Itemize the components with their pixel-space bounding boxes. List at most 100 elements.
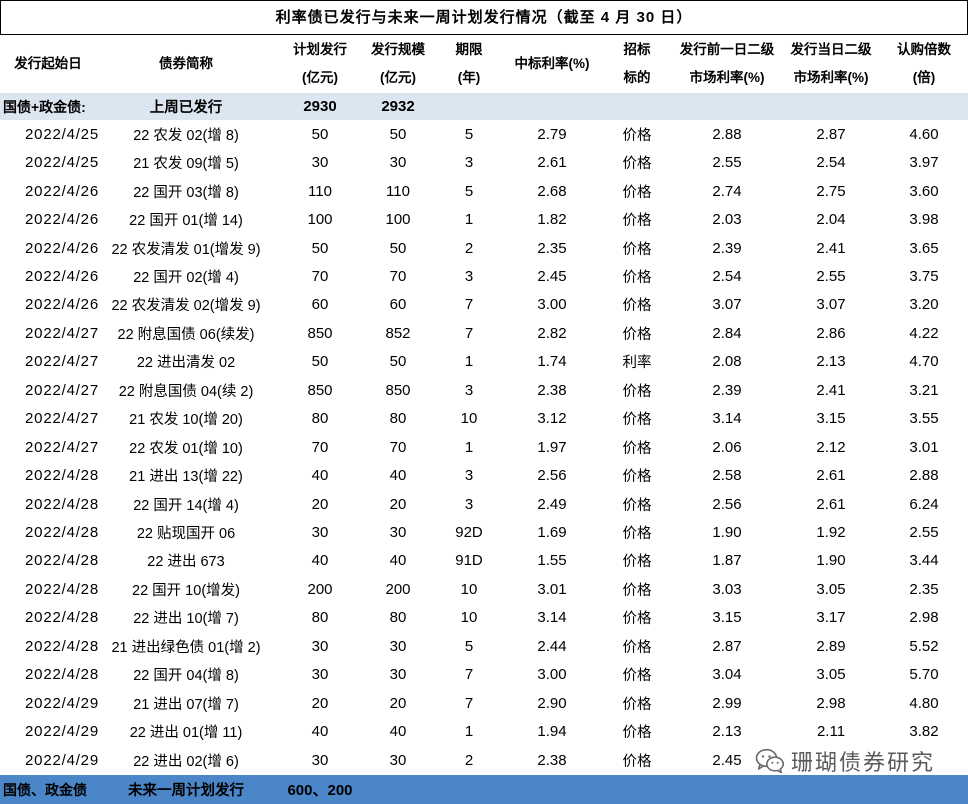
planned-amount-cell: 30 bbox=[311, 524, 329, 542]
prev-day-rate-cell: 3.03 bbox=[712, 580, 742, 598]
subscription-multiple-cell: 3.98 bbox=[909, 211, 939, 229]
bond-name-cell: 21 农发 10(增 20) bbox=[129, 412, 243, 429]
issue-day-rate-cell: 2.41 bbox=[816, 381, 846, 399]
term-cell: 1 bbox=[464, 438, 474, 456]
subscription-multiple-cell: 4.60 bbox=[909, 125, 939, 143]
header-planned-amount: 计划发行 (亿元) bbox=[280, 35, 360, 93]
winning-rate-cell: 1.97 bbox=[537, 438, 567, 456]
header-line: 中标利率(%) bbox=[514, 56, 590, 71]
winning-rate-cell: 2.35 bbox=[537, 239, 567, 257]
bid-target-cell: 价格 bbox=[622, 582, 652, 599]
prev-day-rate-cell: 3.15 bbox=[712, 609, 742, 627]
planned-amount-cell: 30 bbox=[311, 637, 329, 655]
issue-day-rate-cell: 2.04 bbox=[816, 211, 846, 229]
term-cell: 2 bbox=[464, 751, 474, 769]
planned-amount-cell: 60 bbox=[311, 296, 329, 314]
prev-day-rate-cell: 2.55 bbox=[712, 154, 742, 172]
winning-rate-cell: 3.01 bbox=[537, 580, 567, 598]
prev-day-rate-cell: 2.54 bbox=[712, 267, 742, 285]
prev-day-rate-cell: 2.08 bbox=[712, 353, 742, 371]
section-description: 上周已发行 bbox=[149, 100, 223, 116]
table-row: 2022/4/27 22 附息国债 06(续发) 850 852 7 2.82 价格 2.84… bbox=[0, 319, 968, 347]
issued-amount-cell: 50 bbox=[389, 239, 407, 257]
bond-name-cell: 22 进出 10(增 7) bbox=[133, 611, 239, 628]
subscription-multiple-cell: 6.24 bbox=[909, 495, 939, 513]
header-line: (亿元) bbox=[380, 70, 416, 85]
subscription-multiple-cell: 2.88 bbox=[909, 467, 939, 485]
bond-name-cell: 22 农发清发 01(增发 9) bbox=[111, 241, 261, 258]
term-cell: 3 bbox=[464, 381, 474, 399]
planned-amount-cell: 30 bbox=[311, 154, 329, 172]
section-row-last-week: 国债+政金债: 上周已发行 2930 2932 bbox=[0, 93, 968, 120]
footer-label: 国债、政金债 bbox=[3, 781, 87, 798]
header-line: 市场利率(%) bbox=[689, 70, 765, 85]
header-line: 认购倍数 bbox=[897, 42, 951, 57]
issued-amount-cell: 60 bbox=[389, 296, 407, 314]
bid-target-cell: 价格 bbox=[622, 383, 652, 400]
date-cell: 2022/4/28 bbox=[25, 552, 99, 570]
winning-rate-cell: 1.74 bbox=[537, 353, 567, 371]
winning-rate-cell: 2.38 bbox=[537, 381, 567, 399]
section-planned-total: 2930 bbox=[303, 98, 337, 115]
subscription-multiple-cell: 3.55 bbox=[909, 410, 939, 428]
bid-target-cell: 价格 bbox=[622, 497, 652, 514]
term-cell: 10 bbox=[460, 410, 478, 428]
date-cell: 2022/4/28 bbox=[25, 637, 99, 655]
winning-rate-cell: 3.14 bbox=[537, 609, 567, 627]
table-row: 2022/4/26 22 国开 01(增 14) 100 100 1 1.82 价格 2.03… bbox=[0, 205, 968, 233]
bond-name-cell: 22 国开 01(增 14) bbox=[129, 213, 243, 230]
prev-day-rate-cell: 2.74 bbox=[712, 182, 742, 200]
issue-day-rate-cell: 2.98 bbox=[816, 694, 846, 712]
prev-day-rate-cell: 3.07 bbox=[712, 296, 742, 314]
winning-rate-cell: 2.38 bbox=[537, 751, 567, 769]
header-winning-rate: 中标利率(%) bbox=[502, 35, 602, 93]
term-cell: 92D bbox=[455, 524, 483, 542]
bid-target-cell: 价格 bbox=[622, 753, 652, 770]
winning-rate-cell: 1.55 bbox=[537, 552, 567, 570]
prev-day-rate-cell: 2.03 bbox=[712, 211, 742, 229]
table-row: 2022/4/27 21 农发 10(增 20) 80 80 10 3.12 价格 3.14 3… bbox=[0, 405, 968, 433]
bond-name-cell: 22 国开 02(增 4) bbox=[133, 269, 239, 286]
bond-name-cell: 22 贴现国开 06 bbox=[136, 526, 236, 543]
term-cell: 3 bbox=[464, 495, 474, 513]
bid-target-cell: 价格 bbox=[622, 213, 652, 230]
date-cell: 2022/4/29 bbox=[25, 694, 99, 712]
date-cell: 2022/4/29 bbox=[25, 723, 99, 741]
table-row: 2022/4/25 22 农发 02(增 8) 50 50 5 2.79 价格 2.88 2.8… bbox=[0, 120, 968, 148]
bond-name-cell: 22 进出 01(增 11) bbox=[129, 725, 243, 742]
bond-name-cell: 22 农发 02(增 8) bbox=[133, 127, 239, 144]
winning-rate-cell: 1.69 bbox=[537, 524, 567, 542]
date-cell: 2022/4/28 bbox=[25, 609, 99, 627]
date-cell: 2022/4/26 bbox=[25, 267, 99, 285]
planned-amount-cell: 70 bbox=[311, 267, 329, 285]
planned-amount-cell: 80 bbox=[311, 410, 329, 428]
header-line: 招标 bbox=[623, 42, 651, 57]
planned-amount-cell: 70 bbox=[311, 438, 329, 456]
issued-amount-cell: 20 bbox=[389, 694, 407, 712]
bond-name-cell: 22 农发 01(增 10) bbox=[129, 440, 243, 457]
planned-amount-cell: 50 bbox=[311, 239, 329, 257]
bid-target-cell: 价格 bbox=[622, 554, 652, 571]
issued-amount-cell: 30 bbox=[389, 524, 407, 542]
footer-description: 未来一周计划发行 bbox=[128, 783, 244, 799]
prev-day-rate-cell: 2.45 bbox=[712, 751, 742, 769]
issue-day-rate-cell: 2.55 bbox=[816, 267, 846, 285]
bid-target-cell: 价格 bbox=[622, 156, 652, 173]
section-issued-total: 2932 bbox=[381, 98, 415, 115]
bid-target-cell: 价格 bbox=[622, 469, 652, 486]
table-row: 2022/4/26 22 农发清发 01(增发 9) 50 50 2 2.35 价格 2.39… bbox=[0, 234, 968, 262]
table-title: 利率债已发行与未来一周计划发行情况（截至 4 月 30 日） bbox=[0, 0, 968, 35]
header-subscription-multiple: 认购倍数 (倍) bbox=[884, 35, 964, 93]
header-issued-amount: 发行规模 (亿元) bbox=[358, 35, 438, 93]
issued-amount-cell: 30 bbox=[389, 666, 407, 684]
subscription-multiple-cell: 3.65 bbox=[909, 239, 939, 257]
issued-amount-cell: 40 bbox=[389, 552, 407, 570]
header-line: 发行前一日二级 bbox=[679, 42, 775, 57]
subscription-multiple-cell: 3.21 bbox=[909, 381, 939, 399]
winning-rate-cell: 2.45 bbox=[537, 267, 567, 285]
planned-amount-cell: 80 bbox=[311, 609, 329, 627]
term-cell: 1 bbox=[464, 353, 474, 371]
winning-rate-cell: 2.68 bbox=[537, 182, 567, 200]
prev-day-rate-cell: 2.39 bbox=[712, 381, 742, 399]
bond-name-cell: 22 进出 02(增 6) bbox=[133, 753, 239, 770]
